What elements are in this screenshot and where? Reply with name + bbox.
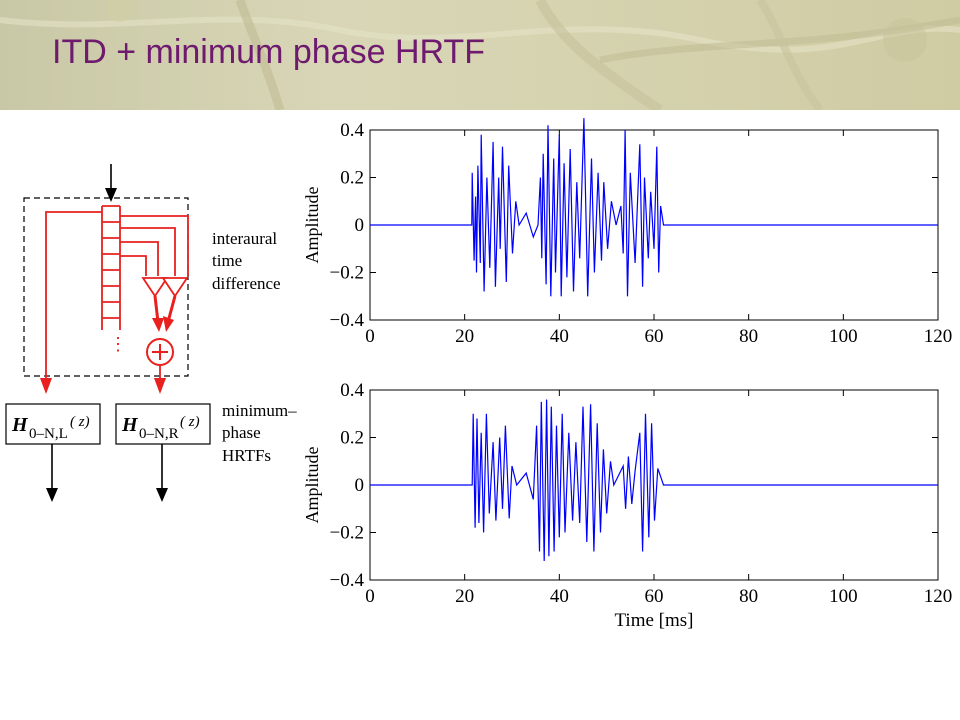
x-axis-label: Time [ms] xyxy=(614,610,693,631)
right-signal-path xyxy=(154,365,166,394)
svg-text:( z): ( z) xyxy=(70,414,90,430)
x-tick-label: 0 xyxy=(365,586,375,607)
summation-inputs xyxy=(152,295,177,332)
y-tick-label: −0.4 xyxy=(330,310,365,331)
x-tick-label: 100 xyxy=(829,326,858,347)
x-tick-label: 20 xyxy=(455,586,474,607)
svg-text:0–N,R: 0–N,R xyxy=(139,426,179,442)
svg-text:( z): ( z) xyxy=(180,414,200,430)
svg-text:interaural: interaural xyxy=(212,229,277,248)
slide-title: ITD + minimum phase HRTF xyxy=(52,33,485,71)
x-tick-label: 60 xyxy=(645,586,664,607)
y-tick-label: −0.2 xyxy=(330,263,364,284)
title-banner: ITD + minimum phase HRTF xyxy=(0,0,960,110)
svg-text:time: time xyxy=(212,251,242,270)
y-tick-label: −0.2 xyxy=(330,523,364,544)
x-tick-label: 60 xyxy=(645,326,664,347)
hrtf-label: minimum– phase HRTFs xyxy=(222,401,297,465)
left-hrtf-filter: H 0–N,L ( z) xyxy=(5,403,101,445)
svg-text:H: H xyxy=(11,414,29,436)
x-tick-label: 120 xyxy=(924,586,953,607)
svg-text:difference: difference xyxy=(212,274,281,293)
y-tick-label: 0.4 xyxy=(340,380,364,401)
input-arrow xyxy=(105,164,117,202)
y-tick-label: 0.2 xyxy=(340,168,364,189)
x-tick-label: 40 xyxy=(550,326,569,347)
svg-text:HRTFs: HRTFs xyxy=(222,446,271,465)
minimum-phase-amplitude-plot: 0 20 40 60 80 100 120 0.4 0.2 0 −0.2 −0.4 Amplitude T… xyxy=(302,380,953,631)
left-output-arrow xyxy=(46,444,58,502)
right-hrtf-filter: H 0–N,R ( z) xyxy=(115,403,211,445)
y-tick-label: 0.2 xyxy=(340,428,364,449)
y-tick-label: −0.4 xyxy=(330,570,365,591)
y-axis-label: Amplitude xyxy=(302,446,322,523)
y-tick-label: 0 xyxy=(355,215,365,236)
amplitude-line xyxy=(370,399,938,562)
banner-background-art xyxy=(0,0,960,110)
y-tick-label: 0 xyxy=(355,475,365,496)
itd-stage-border xyxy=(23,197,189,377)
left-signal-path xyxy=(40,211,102,394)
gain-amplifiers xyxy=(141,277,189,298)
y-axis-label: Amplitude xyxy=(302,186,322,263)
tapped-delay-line xyxy=(101,205,121,330)
x-tick-label: 0 xyxy=(365,326,375,347)
svg-text:phase: phase xyxy=(222,423,261,442)
x-tick-label: 80 xyxy=(739,586,758,607)
amplitude-line xyxy=(370,118,938,297)
x-tick-label: 20 xyxy=(455,326,474,347)
svg-text:H: H xyxy=(121,414,139,436)
right-output-arrow xyxy=(156,444,168,502)
y-tick-label: 0.4 xyxy=(340,120,364,141)
x-tick-label: 120 xyxy=(924,326,953,347)
svg-text:minimum–: minimum– xyxy=(222,401,297,420)
x-tick-label: 100 xyxy=(829,586,858,607)
x-tick-label: 80 xyxy=(739,326,758,347)
itd-hrtf-block-diagram: ⋮ interaural time difference xyxy=(5,164,297,502)
itd-label: interaural time difference xyxy=(212,229,281,293)
svg-text:0–N,L: 0–N,L xyxy=(29,426,68,442)
summation-node xyxy=(146,338,174,366)
right-tap-paths xyxy=(120,215,189,276)
delay-continuation: ⋮ xyxy=(109,334,127,354)
itd-amplitude-plot: 0 20 40 60 80 100 120 0.4 0.2 0 −0.2 −0.4 Amplitude xyxy=(302,118,953,347)
x-tick-label: 40 xyxy=(550,586,569,607)
